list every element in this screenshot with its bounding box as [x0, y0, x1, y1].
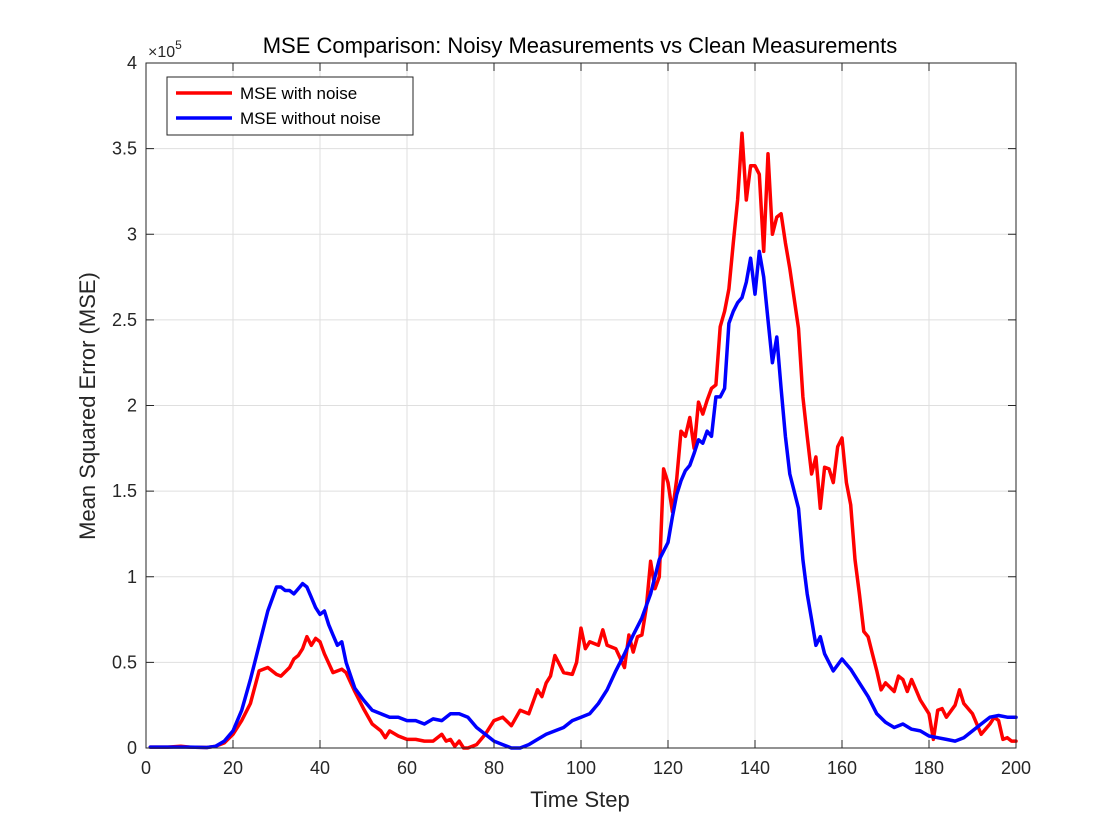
x-tick-label: 120 — [653, 758, 683, 778]
x-tick-label: 180 — [914, 758, 944, 778]
y-tick-label: 0.5 — [112, 652, 137, 672]
axis-ticks — [145, 62, 1017, 749]
legend: MSE with noise MSE without noise — [166, 76, 414, 136]
y-axis-exponent: 5 — [175, 38, 182, 52]
x-tick-label: 100 — [566, 758, 596, 778]
x-tick-labels: 0 20 40 60 80 100 120 140 160 180 200 — [141, 758, 1031, 778]
chart-title: MSE Comparison: Noisy Measurements vs Cl… — [263, 33, 898, 58]
y-tick-label: 3 — [127, 224, 137, 244]
legend-box — [166, 76, 414, 136]
y-tick-labels: 0 0.5 1 1.5 2 2.5 3 3.5 4 — [112, 53, 137, 758]
x-tick-label: 200 — [1001, 758, 1031, 778]
legend-label-clean: MSE without noise — [240, 109, 381, 128]
x-tick-label: 140 — [740, 758, 770, 778]
series-layer — [148, 131, 1018, 750]
x-tick-label: 160 — [827, 758, 857, 778]
y-tick-label: 3.5 — [112, 139, 137, 159]
y-tick-label: 0 — [127, 738, 137, 758]
x-tick-label: 80 — [484, 758, 504, 778]
x-tick-label: 20 — [223, 758, 243, 778]
y-axis-exponent-multiplier: ×105 — [148, 38, 182, 61]
y-tick-label: 1.5 — [112, 481, 137, 501]
y-tick-label: 2 — [127, 396, 137, 416]
y-tick-label: 1 — [127, 567, 137, 587]
x-tick-label: 60 — [397, 758, 417, 778]
y-tick-label: 4 — [127, 53, 137, 73]
x-tick-label: 0 — [141, 758, 151, 778]
y-axis-label: Mean Squared Error (MSE) — [75, 272, 100, 540]
y-tick-label: 2.5 — [112, 310, 137, 330]
x-axis-label: Time Step — [530, 787, 629, 812]
legend-label-noise: MSE with noise — [240, 84, 357, 103]
series-line-without-noise — [148, 249, 1018, 750]
x-tick-label: 40 — [310, 758, 330, 778]
y-axis-multiplier: ×10 — [148, 44, 175, 61]
series-line-with-noise — [148, 131, 1018, 750]
